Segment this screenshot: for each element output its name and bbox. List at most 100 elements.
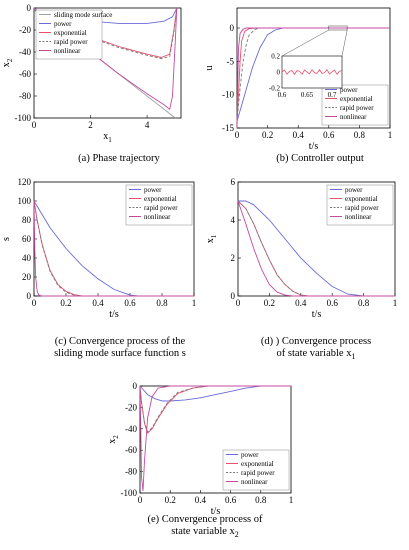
y-axis-label: u: [204, 66, 215, 71]
series-line-nonlinear: [236, 27, 390, 129]
x-tick-label: 1: [289, 495, 294, 505]
x-tick-label: 0.6: [225, 495, 237, 505]
legend-entry: power: [144, 186, 162, 194]
zoom-connector: [341, 29, 348, 57]
y-axis-label: x2: [1, 58, 14, 67]
inset-x-tick-label: 0.7: [328, 91, 337, 99]
inset-y-tick-label: 0.2: [271, 53, 280, 61]
caption-b: (b) Controller output: [240, 153, 400, 165]
legend-entry: exponential: [340, 95, 373, 103]
legend-box: [326, 184, 394, 226]
x-tick-label: 0.6: [323, 130, 335, 140]
y-tick-label: 60: [22, 234, 32, 244]
panel-a: 0 2 4 0 -20 -40 -60 -80 -100 x1 x2 sliding mode sur…: [1, 3, 182, 144]
x-tick-label: 0.4: [293, 130, 305, 140]
y-tick-label: -40: [125, 424, 137, 434]
y-tick-label: 6: [231, 177, 236, 187]
y-tick-label: 100: [18, 196, 32, 206]
series-line-nonlinear: [139, 385, 291, 491]
legend-entry: nonlinear: [144, 213, 171, 221]
inset-x-tick-label: 0.65: [301, 91, 314, 99]
legend-entry: rapid power: [241, 469, 275, 477]
caption-d-line2-wrap: of state variable x1: [226, 348, 406, 363]
legend-entry: nonlinear: [345, 213, 372, 221]
caption-c-line2: sliding mode surface function s: [54, 348, 186, 359]
x-tick-label: 0.2: [165, 495, 176, 505]
y-tick-label: 4: [231, 215, 236, 225]
inset-series: [281, 68, 343, 76]
caption-e: (e) Convergence process of state variabl…: [110, 514, 300, 541]
series-line-rapid-power: [236, 27, 390, 122]
series-line-nonlinear: [237, 200, 395, 297]
x-tick-label: 2: [88, 120, 93, 130]
x-tick-label: 0.8: [358, 298, 370, 308]
x-tick-label: 0: [235, 130, 240, 140]
legend-entry: exponential: [144, 195, 177, 203]
caption-d-sub: 1: [351, 352, 356, 362]
zoom-box: [328, 25, 348, 31]
legend: sliding mode surfacepowerexponentialrapi…: [35, 9, 112, 60]
y-tick-label: -80: [125, 467, 137, 477]
legend-entry: exponential: [241, 460, 274, 468]
legend-entry: sliding mode surface: [54, 11, 112, 19]
x-tick-label: 0.6: [124, 298, 136, 308]
zoom-connector: [281, 29, 329, 57]
inset-y-tick-label: 0: [277, 69, 281, 77]
caption-e-sub: 2: [234, 530, 239, 540]
caption-a: (a) Phase trajectory: [44, 153, 194, 165]
y-axis-label: x1: [205, 234, 218, 243]
y-axis-label-sub: 2: [6, 58, 14, 62]
y-tick-label: 0: [133, 381, 138, 391]
x-tick-label: 4: [145, 120, 150, 130]
x-tick-label: 0.2: [262, 130, 273, 140]
legend-entry: power: [54, 20, 72, 28]
x-axis-label: t/s: [312, 309, 322, 320]
y-tick-label: -40: [19, 47, 31, 57]
x-axis-label: x1: [103, 131, 112, 144]
y-axis-label: x2: [107, 435, 120, 444]
y-tick-label: 0: [27, 291, 32, 301]
series-line-nonlinear: [33, 200, 194, 297]
legend-entry: power: [241, 451, 259, 459]
caption-e-line2-wrap: state variable x2: [110, 526, 300, 541]
x-tick-label: 0.8: [156, 298, 168, 308]
y-tick-label: -20: [125, 402, 137, 412]
x-tick-label: 1: [393, 298, 398, 308]
caption-a-text: (a) Phase trajectory: [78, 153, 160, 164]
legend-box: [125, 184, 193, 226]
y-axis-label-sub: 1: [210, 234, 218, 238]
x-tick-label: 1: [192, 298, 197, 308]
x-axis-label: t/s: [211, 506, 221, 517]
caption-d-line2: of state variable x: [276, 348, 352, 359]
series-line-rapid-power: [139, 385, 291, 433]
caption-e-line2: state variable x: [171, 526, 235, 537]
legend-entry: nonlinear: [340, 113, 367, 121]
y-tick-label: -5: [227, 56, 235, 66]
x-tick-label: 0: [138, 495, 143, 505]
caption-b-text: (b) Controller output: [276, 153, 364, 164]
caption-e-line1: (e) Convergence process of: [147, 514, 263, 525]
x-tick-label: 0.2: [264, 298, 275, 308]
y-tick-label: -100: [15, 113, 32, 123]
legend-entry: nonlinear: [54, 47, 81, 55]
y-tick-label: 0: [230, 23, 235, 33]
legend-entry: power: [340, 86, 358, 94]
legend-entry: exponential: [54, 29, 87, 37]
x-tick-label: 0: [236, 298, 241, 308]
y-tick-label: 40: [22, 253, 32, 263]
x-tick-label: 0.4: [195, 495, 207, 505]
caption-d: (d) ) Convergence process of state varia…: [226, 336, 406, 363]
x-tick-label: 0.6: [327, 298, 339, 308]
series-line-power: [238, 200, 395, 297]
x-tick-label: 1: [388, 130, 393, 140]
legend-box: [321, 84, 389, 126]
legend-box: [222, 449, 290, 491]
legend-entry: power: [345, 186, 363, 194]
y-axis-label: s: [1, 237, 12, 241]
caption-c: (c) Convergence process of the sliding m…: [20, 336, 220, 360]
panel-e: 0 0.2 0.4 0.6 0.8 1 0 -20 -40 -60 -80 -100 t/s x2 powe…: [107, 381, 293, 517]
inset: 0.6 0.65 0.7 0.2 0 -0.2: [269, 25, 348, 99]
legend-entry: rapid power: [144, 204, 178, 212]
